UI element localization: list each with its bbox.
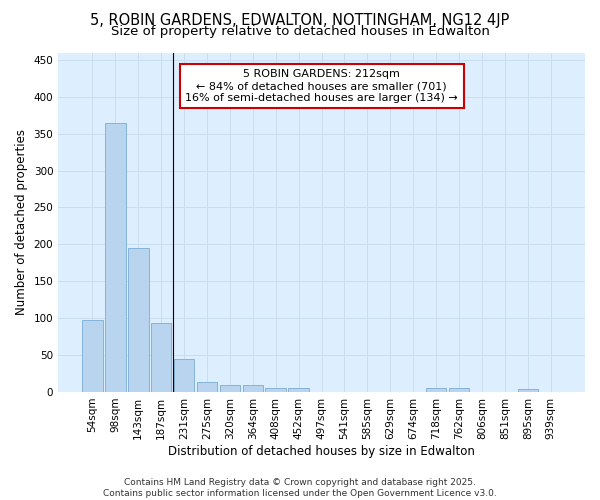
Bar [82, 320, 103, 392]
Bar [518, 389, 538, 392]
X-axis label: Distribution of detached houses by size in Edwalton: Distribution of detached houses by size … [168, 444, 475, 458]
Bar [242, 386, 263, 392]
Bar [449, 388, 469, 392]
Bar [105, 122, 125, 392]
Y-axis label: Number of detached properties: Number of detached properties [15, 129, 28, 315]
Text: Size of property relative to detached houses in Edwalton: Size of property relative to detached ho… [110, 25, 490, 38]
Text: 5, ROBIN GARDENS, EDWALTON, NOTTINGHAM, NG12 4JP: 5, ROBIN GARDENS, EDWALTON, NOTTINGHAM, … [91, 12, 509, 28]
Bar [265, 388, 286, 392]
Bar [128, 248, 149, 392]
Text: 5 ROBIN GARDENS: 212sqm
← 84% of detached houses are smaller (701)
16% of semi-d: 5 ROBIN GARDENS: 212sqm ← 84% of detache… [185, 70, 458, 102]
Bar [197, 382, 217, 392]
Bar [174, 359, 194, 392]
Bar [151, 324, 172, 392]
Bar [289, 388, 309, 392]
Text: Contains HM Land Registry data © Crown copyright and database right 2025.
Contai: Contains HM Land Registry data © Crown c… [103, 478, 497, 498]
Bar [426, 388, 446, 392]
Bar [220, 386, 240, 392]
